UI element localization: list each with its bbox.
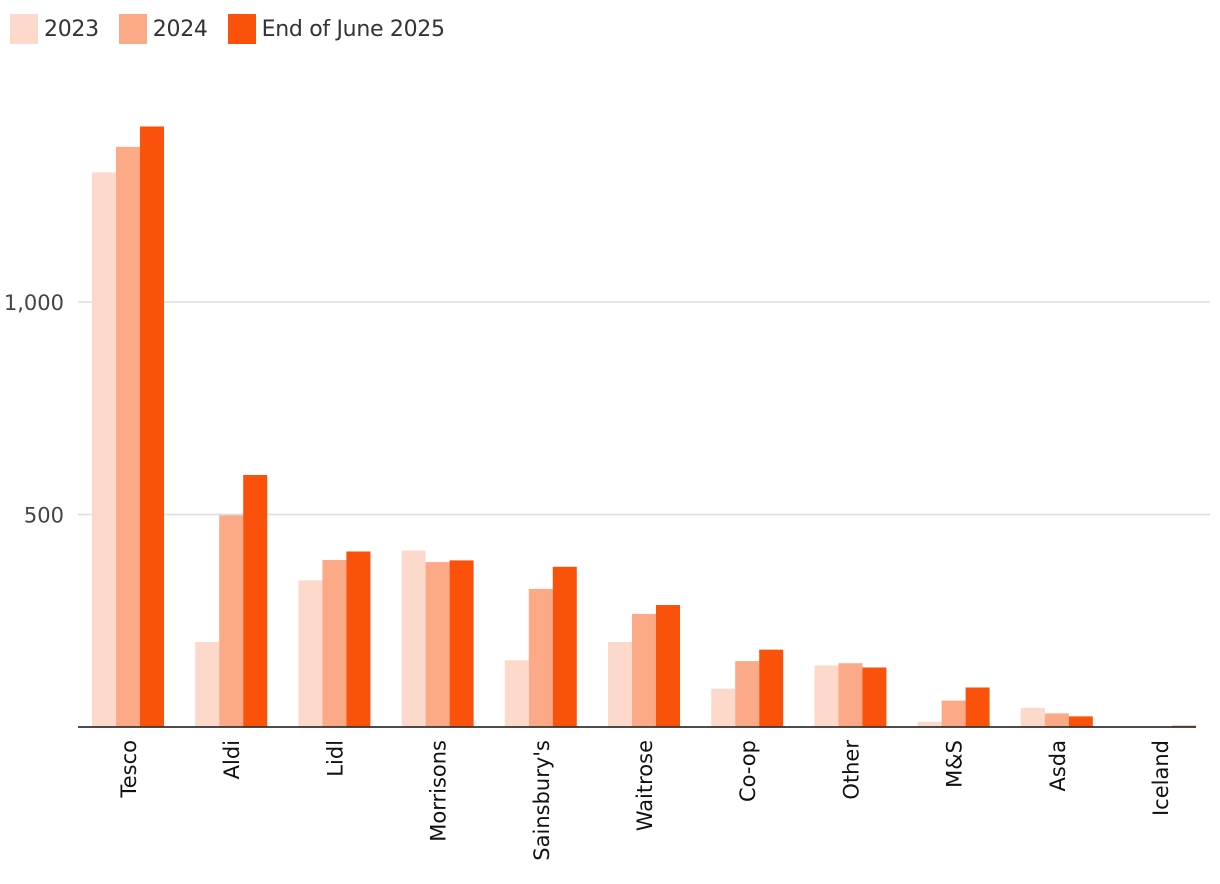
bar-other-2023: [814, 665, 839, 727]
bar-sainsbury-s-2023: [504, 660, 529, 727]
x-tick-label-sainsbury-s: Sainsbury's: [530, 740, 554, 861]
legend-item-2023: 2023: [10, 14, 99, 44]
legend-label-2025: End of June 2025: [261, 16, 445, 42]
bar-morrisons-2024: [425, 562, 450, 727]
x-tick-label-co-op: Co-op: [736, 740, 760, 802]
bar-morrisons-2023: [401, 550, 426, 727]
bar-m-s-2023: [917, 721, 942, 727]
legend-item-2024: 2024: [118, 14, 208, 44]
bar-lidl-2023: [298, 580, 323, 727]
bar-waitrose-2023: [608, 642, 632, 727]
x-tick-label-morrisons: Morrisons: [427, 740, 451, 842]
bar-asda-2024: [1044, 713, 1069, 727]
x-tick-label-other: Other: [839, 740, 863, 800]
x-tick-label-lidl: Lidl: [323, 740, 347, 777]
bar-asda-2025: [1068, 716, 1093, 727]
bar-other-2024: [838, 663, 863, 727]
bar-sainsbury-s-2025: [552, 566, 577, 727]
x-tick-label-aldi: Aldi: [220, 740, 244, 779]
bar-co-op-2025: [759, 649, 784, 727]
bar-co-op-2023: [711, 688, 736, 727]
legend-label-2023: 2023: [44, 16, 99, 42]
x-tick-label-tesco: Tesco: [117, 740, 141, 799]
bar-sainsbury-s-2024: [528, 588, 553, 727]
bar-tesco-2023: [92, 172, 116, 727]
bar-tesco-2024: [116, 146, 140, 727]
y-tick-label-500: 500: [24, 504, 64, 528]
y-tick-label-1000: 1,000: [4, 291, 64, 315]
legend-swatch-2023: [10, 14, 38, 44]
bar-morrisons-2025: [449, 560, 474, 727]
bar-waitrose-2024: [632, 613, 656, 727]
bar-aldi-2024: [219, 515, 244, 727]
bar-tesco-2025: [140, 126, 164, 728]
x-tick-label-m-s: M&S: [943, 740, 967, 788]
bar-co-op-2024: [735, 661, 760, 727]
bar-asda-2023: [1020, 707, 1045, 727]
legend: 2023 2024 End of June 2025: [10, 14, 465, 44]
bar-lidl-2025: [346, 551, 371, 727]
legend-label-2024: 2024: [152, 16, 208, 42]
x-tick-label-iceland: Iceland: [1149, 740, 1173, 816]
bar-m-s-2025: [965, 687, 990, 727]
x-tick-label-asda: Asda: [1046, 740, 1070, 792]
bar-m-s-2024: [941, 700, 966, 727]
bar-aldi-2023: [195, 642, 220, 727]
x-tick-label-waitrose: Waitrose: [633, 740, 657, 831]
bar-other-2025: [862, 667, 887, 727]
bar-waitrose-2025: [656, 605, 680, 727]
legend-swatch-2024: [118, 14, 147, 44]
bar-lidl-2024: [322, 559, 347, 727]
bar-aldi-2025: [243, 474, 268, 727]
legend-swatch-2025: [227, 14, 256, 44]
legend-item-2025: End of June 2025: [227, 14, 445, 44]
